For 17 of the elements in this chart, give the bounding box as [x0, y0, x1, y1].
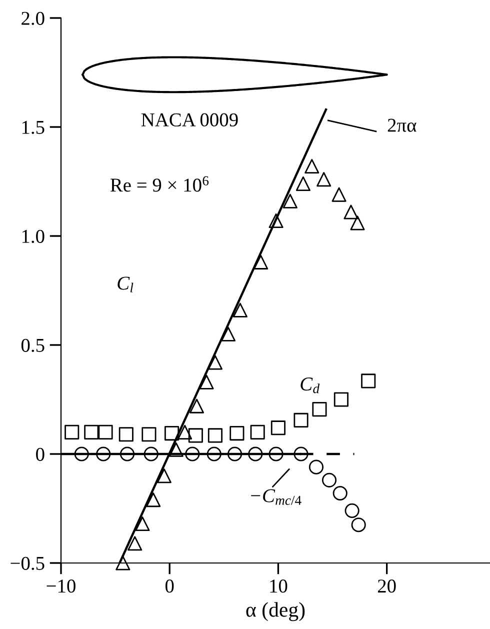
- y-tick-label: 1.5: [22, 120, 44, 134]
- x-tick-label: 0: [165, 580, 174, 593]
- annotation: C$_{l}$: [118, 276, 134, 292]
- x-tick-label: 20: [378, 580, 396, 593]
- annotation: 2πα: [388, 118, 416, 132]
- y-tick-label: 0.5: [21, 338, 44, 352]
- x-tick-label: 10: [270, 580, 288, 593]
- y-tick-label: 2.0: [22, 12, 44, 26]
- annotation: Re = 9 × 10$^{6}$: [110, 176, 209, 192]
- x-axis-title: α (deg): [246, 602, 305, 622]
- y-tick-label: −0.5: [10, 556, 44, 570]
- x-tick-label: −10: [46, 580, 76, 593]
- annotation: C$_{d}$: [300, 378, 320, 394]
- y-tick-label: 1.0: [22, 230, 44, 244]
- annotation: NACA 0009: [141, 113, 238, 126]
- y-tick-label: 0: [36, 448, 44, 461]
- annotation: −C$_{mc/4}$: [251, 489, 302, 505]
